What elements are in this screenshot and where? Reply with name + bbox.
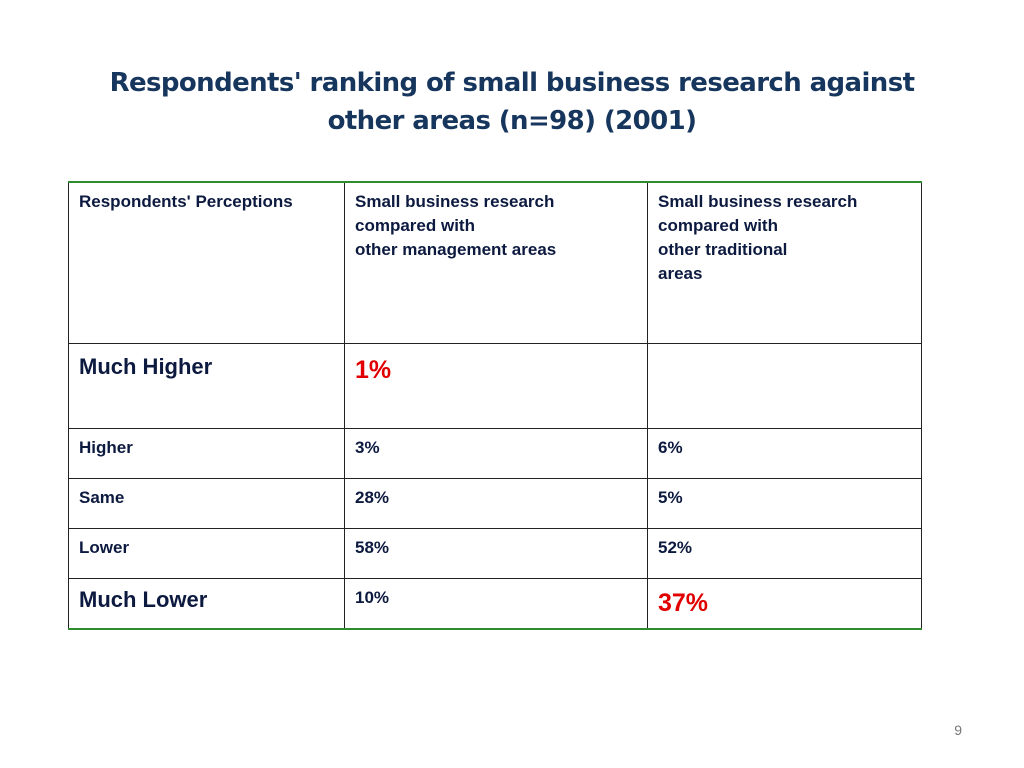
- header-perceptions: Respondents' Perceptions: [68, 182, 345, 344]
- management-value: 1%: [344, 343, 648, 429]
- management-value: 58%: [344, 528, 648, 579]
- table-row: Much Higher 1%: [68, 343, 922, 429]
- table-row: Same 28% 5%: [68, 478, 922, 529]
- header-traditional-areas: Small business research compared with ot…: [647, 182, 922, 344]
- highlight-value: 37%: [658, 589, 709, 617]
- slide-title-line-2: other areas (n=98) (2001): [327, 106, 697, 136]
- table-header-row: Respondents' Perceptions Small business …: [68, 182, 922, 344]
- traditional-value: 52%: [647, 528, 922, 579]
- row-label: Much Higher: [68, 343, 345, 429]
- row-label: Much Lower: [68, 578, 345, 629]
- value-text: 10%: [355, 588, 390, 607]
- row-label: Lower: [68, 528, 345, 579]
- traditional-value: [647, 343, 922, 429]
- row-label-text: Much Lower: [79, 587, 208, 612]
- traditional-value: 5%: [647, 478, 922, 529]
- traditional-value: 37%: [647, 578, 922, 629]
- management-value: 28%: [344, 478, 648, 529]
- management-value: 10%: [344, 578, 648, 629]
- header-management-areas: Small business research compared with ot…: [344, 182, 648, 344]
- traditional-value: 6%: [647, 428, 922, 479]
- management-value: 3%: [344, 428, 648, 479]
- table-row: Lower 58% 52%: [68, 528, 922, 579]
- row-label: Same: [68, 478, 345, 529]
- row-label: Higher: [68, 428, 345, 479]
- highlight-value: 1%: [355, 356, 392, 384]
- slide-title: Respondents' ranking of small business r…: [80, 64, 944, 140]
- perceptions-table: Respondents' Perceptions Small business …: [68, 181, 922, 630]
- slide-title-line-1: Respondents' ranking of small business r…: [109, 68, 915, 98]
- table-row: Much Lower 10% 37%: [68, 578, 922, 629]
- row-label-text: Much Higher: [79, 354, 213, 379]
- table-row: Higher 3% 6%: [68, 428, 922, 479]
- page-number: 9: [954, 722, 962, 738]
